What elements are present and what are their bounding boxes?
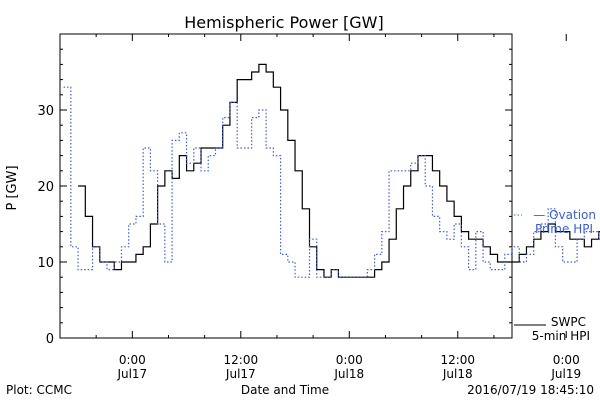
series-0-line: [78, 63, 600, 278]
y-tick-label-2: 20: [37, 180, 54, 195]
legend-swpc-label-2: 5-min HPI: [532, 329, 590, 343]
footer-left-credit: Plot: CCMC: [6, 383, 72, 397]
x-tick-label-date-0: Jul17: [116, 367, 147, 381]
legend-ovation-label-2: Prime HPI: [535, 222, 593, 236]
x-tick-label-time-3: 12:00: [440, 353, 475, 367]
y-axis-label: P [GW]: [5, 165, 20, 210]
y-tick-label-1: 10: [37, 256, 54, 271]
y-tick-label-3: 30: [37, 104, 54, 119]
x-tick-label-date-4: Jul19: [550, 367, 581, 381]
series-1-line: [63, 86, 600, 278]
y-tick-label-0: 0: [46, 332, 54, 347]
x-axis-label: Date and Time: [241, 383, 329, 397]
x-ticks: 0:00Jul1712:00Jul170:00Jul1812:00Jul180:…: [95, 34, 581, 381]
y-ticks: 0 10 20 30: [37, 48, 512, 347]
legend-ovation-label-1: — Ovation: [533, 208, 596, 222]
x-tick-label-date-3: Jul18: [442, 367, 473, 381]
x-tick-label-time-1: 12:00: [224, 353, 259, 367]
x-tick-label-date-1: Jul17: [225, 367, 256, 381]
series-layer: [63, 63, 600, 278]
legend-swpc-label-1: SWPC: [551, 315, 586, 329]
x-tick-label-time-0: 0:00: [119, 353, 146, 367]
x-tick-label-time-4: 0:00: [553, 353, 580, 367]
x-tick-label-date-2: Jul18: [333, 367, 364, 381]
x-tick-label-time-2: 0:00: [336, 353, 363, 367]
chart-title: Hemispheric Power [GW]: [184, 13, 383, 32]
footer-right-timestamp: 2016/07/19 18:45:10: [467, 383, 594, 397]
